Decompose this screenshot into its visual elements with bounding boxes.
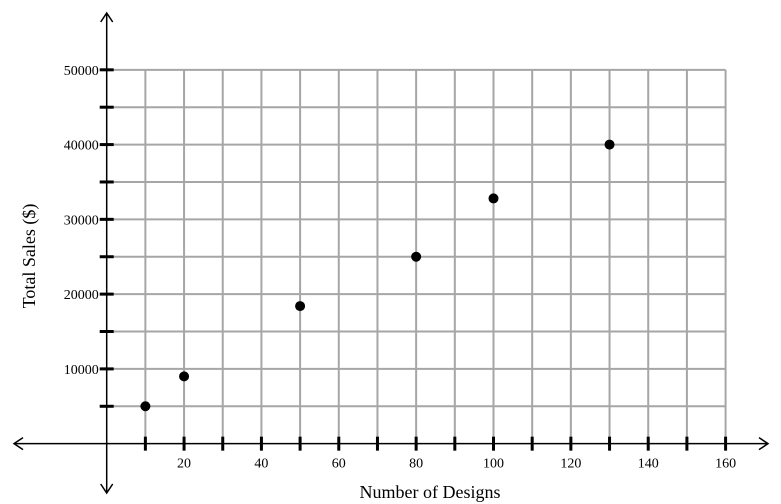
data-point bbox=[488, 193, 499, 204]
x-tick-label: 160 bbox=[715, 457, 736, 472]
axes bbox=[12, 11, 770, 495]
x-tick-label: 140 bbox=[638, 457, 659, 472]
x-tick-label: 60 bbox=[332, 457, 346, 472]
x-axis-title: Number of Designs bbox=[360, 482, 501, 502]
y-axis-bottom-arrow-icon bbox=[100, 483, 114, 495]
x-axis-left-arrow-icon bbox=[12, 437, 24, 451]
data-point bbox=[411, 251, 422, 262]
y-axis-title: Total Sales ($) bbox=[19, 204, 40, 309]
x-tick-label: 100 bbox=[483, 457, 504, 472]
tick-labels: 20 40 60 80 100 120 140 160 10000 20000 30000 40000… bbox=[64, 64, 736, 472]
data-point bbox=[295, 301, 306, 312]
y-axis-top-arrow-icon bbox=[100, 11, 114, 23]
y-tick-label: 20000 bbox=[64, 288, 99, 303]
x-tick-label: 40 bbox=[254, 457, 268, 472]
y-tick-label: 10000 bbox=[64, 363, 99, 378]
y-tick-label: 40000 bbox=[64, 139, 99, 154]
data-point bbox=[140, 401, 151, 412]
y-tick-label: 50000 bbox=[64, 64, 99, 79]
x-axis-right-arrow-icon bbox=[758, 437, 770, 451]
x-tick-label: 120 bbox=[560, 457, 581, 472]
tick-marks bbox=[99, 68, 728, 451]
data-points bbox=[140, 139, 615, 412]
data-point bbox=[179, 371, 190, 382]
y-tick-label: 30000 bbox=[64, 213, 99, 228]
x-tick-label: 80 bbox=[409, 457, 423, 472]
grid bbox=[106, 68, 727, 444]
data-point bbox=[604, 139, 615, 150]
x-tick-label: 20 bbox=[177, 457, 191, 472]
